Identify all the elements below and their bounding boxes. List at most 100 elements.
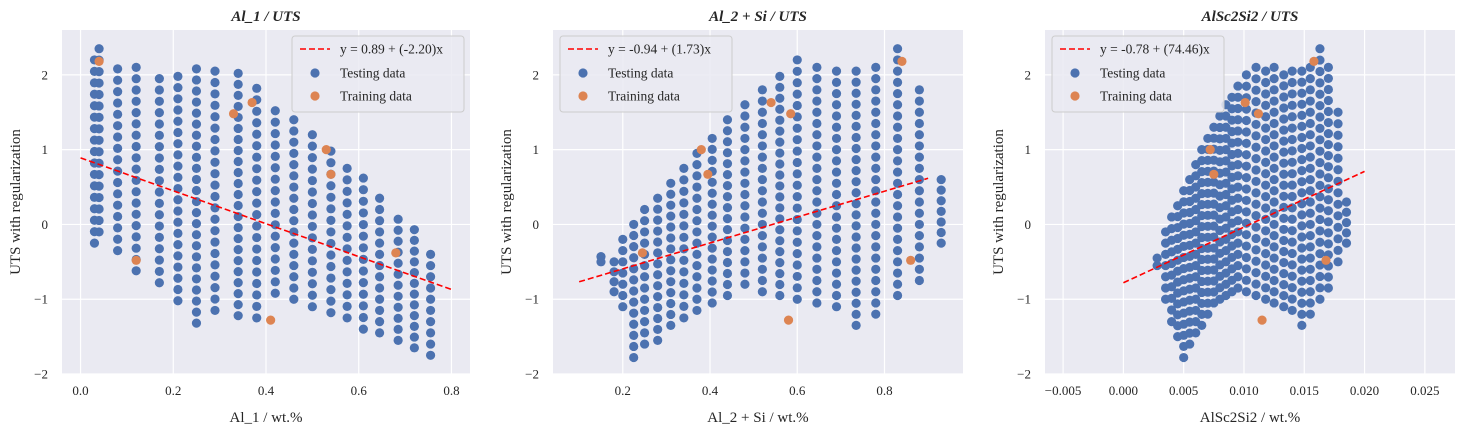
testing-point <box>173 296 183 306</box>
testing-point <box>307 233 317 243</box>
testing-point <box>618 257 628 267</box>
testing-point <box>252 187 262 197</box>
testing-point <box>775 137 785 147</box>
testing-point <box>1251 97 1261 107</box>
testing-point <box>307 198 317 209</box>
x-tick-label: 0.025 <box>1410 383 1439 398</box>
testing-point <box>326 158 336 168</box>
testing-point <box>707 144 717 155</box>
testing-point <box>679 290 689 300</box>
testing-point <box>666 178 676 188</box>
testing-point <box>831 100 842 110</box>
testing-point <box>792 123 802 133</box>
testing-point <box>1333 130 1343 140</box>
legend-box <box>291 35 465 113</box>
testing-point <box>629 275 639 285</box>
testing-point <box>1233 216 1243 226</box>
testing-point <box>666 222 676 232</box>
testing-point <box>191 207 202 218</box>
testing-point <box>851 66 861 76</box>
training-point <box>786 109 796 119</box>
testing-point <box>892 234 903 244</box>
testing-point <box>1297 132 1307 143</box>
testing-point <box>812 275 822 286</box>
testing-point <box>210 214 220 224</box>
testing-point <box>740 189 750 200</box>
testing-point <box>1287 271 1297 281</box>
testing-point <box>653 324 663 335</box>
testing-point <box>1233 92 1243 102</box>
testing-point <box>892 189 903 200</box>
testing-point <box>653 335 663 345</box>
testing-point <box>307 244 317 254</box>
testing-point <box>1287 169 1297 179</box>
x-tick-label: −0.005 <box>1045 383 1082 398</box>
testing-point <box>792 203 802 213</box>
testing-point <box>639 283 650 293</box>
training-point <box>131 255 141 265</box>
testing-point <box>1279 103 1289 113</box>
testing-point <box>722 268 733 279</box>
testing-point <box>289 294 299 304</box>
testing-point <box>289 193 299 203</box>
testing-point <box>154 153 164 163</box>
testing-point <box>307 175 317 186</box>
testing-point <box>270 174 280 184</box>
testing-point <box>1191 216 1201 226</box>
testing-point <box>692 227 702 237</box>
testing-point <box>1261 226 1271 236</box>
testing-point <box>679 255 689 265</box>
testing-point <box>1261 169 1271 179</box>
testing-point <box>679 221 689 231</box>
testing-point <box>653 215 663 225</box>
testing-point <box>1251 131 1261 141</box>
testing-point <box>812 287 822 297</box>
testing-point <box>131 130 141 140</box>
testing-point <box>653 204 663 214</box>
testing-point <box>812 231 822 241</box>
x-tick-label: 0.000 <box>1109 383 1138 398</box>
testing-point <box>851 99 861 109</box>
testing-point <box>757 231 767 241</box>
testing-point <box>871 152 881 162</box>
chart-title: Al_2 + Si / UTS <box>708 9 807 25</box>
testing-point <box>892 100 903 110</box>
testing-point <box>1287 123 1297 133</box>
testing-point <box>131 266 141 276</box>
testing-point <box>722 159 733 169</box>
testing-point <box>1233 115 1243 125</box>
y-axis-label: UTS with regularization <box>499 129 515 275</box>
testing-point <box>1287 66 1297 76</box>
testing-point <box>892 212 903 222</box>
testing-point <box>252 129 262 139</box>
testing-point <box>740 100 750 110</box>
testing-point <box>892 77 903 87</box>
testing-point <box>618 302 628 312</box>
testing-point <box>629 219 639 230</box>
testing-point <box>1269 152 1279 162</box>
testing-point <box>1333 165 1343 175</box>
testing-point <box>757 130 767 140</box>
testing-point <box>270 231 280 241</box>
testing-point <box>326 296 336 306</box>
y-tick-label: 0 <box>42 217 49 232</box>
testing-point <box>639 294 650 304</box>
testing-point <box>775 170 785 180</box>
testing-point <box>1261 77 1271 88</box>
testing-point <box>914 141 924 151</box>
testing-point <box>851 110 861 120</box>
x-tick-label: 0.005 <box>1169 383 1198 398</box>
testing-point <box>191 141 202 151</box>
testing-point <box>252 301 262 312</box>
testing-point <box>629 330 639 340</box>
testing-point <box>1269 141 1279 151</box>
testing-point <box>1305 85 1315 95</box>
testing-point <box>757 163 767 173</box>
testing-point <box>1241 230 1251 240</box>
testing-point <box>154 142 164 152</box>
legend: y = 0.89 + (-2.20)x Testing data Training … <box>291 35 465 113</box>
testing-point <box>342 301 352 312</box>
testing-point <box>270 128 280 139</box>
testing-point <box>289 137 299 147</box>
testing-point <box>252 244 262 254</box>
